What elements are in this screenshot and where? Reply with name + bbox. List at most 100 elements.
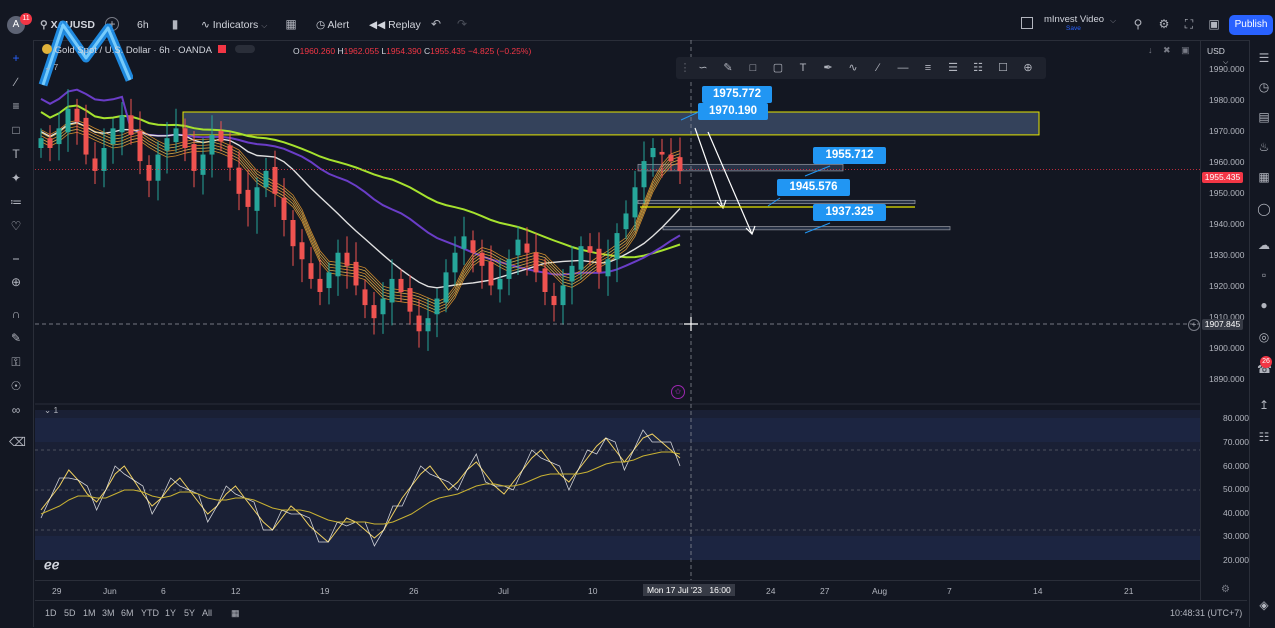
lock-icon[interactable]: ⚿ <box>11 355 21 369</box>
maximize-pane-icon[interactable]: ✖ <box>1163 45 1171 55</box>
left-drawing-toolbar: + ∕ ≡ □ T ✦ ≔ ♡ ⎯ ⊕ ∩ ✎ ⚿ ☉ ∞ ⌫ <box>0 40 34 627</box>
magnet-icon[interactable]: ∩ <box>11 307 21 321</box>
lightbulb-icon[interactable]: ● <box>1260 298 1268 312</box>
rectangle-icon[interactable]: ▢ <box>772 62 784 74</box>
drag-handle-icon[interactable]: ⋮ <box>679 62 691 74</box>
templates-grid-icon[interactable]: ▦ <box>285 17 297 31</box>
oversold-band <box>35 536 1200 560</box>
publish-button[interactable]: Publish <box>1229 15 1273 35</box>
bars-icon[interactable]: ☷ <box>973 62 983 74</box>
candle-body <box>668 154 674 162</box>
hotlist-fire-icon[interactable]: ♨ <box>1258 140 1270 154</box>
lines-icon[interactable]: ☰ <box>948 62 958 74</box>
price-callout-1945[interactable]: 1945.576 <box>777 179 850 196</box>
indicators-icon: ∿ <box>201 19 210 31</box>
range-3m[interactable]: 3M <box>102 608 115 618</box>
pencil-lock-icon[interactable]: ✎ <box>10 331 22 345</box>
osc-pane-count: 1 <box>53 405 59 415</box>
camera-icon[interactable]: ▣ <box>1208 17 1220 31</box>
replay-button[interactable]: ◀◀ Replay <box>369 16 421 34</box>
scale-settings-icon[interactable]: ⚙ <box>1221 584 1230 595</box>
range-1m[interactable]: 1M <box>83 608 96 618</box>
line-style-icon[interactable]: — <box>897 62 909 74</box>
high-label: H <box>337 46 344 56</box>
streams-icon[interactable]: ☁ <box>1258 238 1270 252</box>
quick-search-icon[interactable]: ⚲ <box>1133 17 1143 31</box>
price-callout-1970[interactable]: 1970.190 <box>698 103 768 120</box>
gear-icon[interactable]: ⚙ <box>1158 17 1170 31</box>
high-value: 1962.055 <box>343 46 380 56</box>
settings-lines-icon[interactable]: ≡ <box>924 62 932 74</box>
candle-style-icon[interactable]: ▮ <box>171 17 179 31</box>
ideas-bulb-icon[interactable]: ◯ <box>1257 202 1271 216</box>
price-callout-1955[interactable]: 1955.712 <box>813 147 886 164</box>
lightning-icon[interactable]: ✩ <box>671 385 685 399</box>
range-1y[interactable]: 1Y <box>165 608 177 618</box>
range-5d[interactable]: 5D <box>64 608 76 618</box>
interval-button[interactable]: 6h <box>137 19 149 31</box>
toggle-pill-icon[interactable] <box>234 45 255 53</box>
price-scale[interactable]: USD ⌵ 1990.000 1980.000 1970.000 1960.00… <box>1200 40 1249 600</box>
candle-body <box>434 298 440 315</box>
price-callout-1975[interactable]: 1975.772 <box>702 86 772 103</box>
price-label: 1960.000 <box>1209 157 1245 167</box>
data-window-icon[interactable]: ☷ <box>1258 430 1270 444</box>
path-icon[interactable]: ∿ <box>848 62 858 74</box>
template-icon[interactable]: ∽ <box>698 62 708 74</box>
pattern-icon[interactable]: ✦ <box>10 171 22 185</box>
range-ytd[interactable]: YTD <box>141 608 159 618</box>
redo-icon[interactable]: ↷ <box>456 17 468 31</box>
chat-icon[interactable]: ▫ <box>1261 268 1267 282</box>
timezone-clock[interactable]: 10:48:31 (UTC+7) <box>1170 608 1243 618</box>
more-icon[interactable]: ⊕ <box>1023 62 1033 74</box>
ray-icon[interactable]: ∕ <box>877 62 879 74</box>
fullscreen-icon[interactable]: ⛶ <box>1184 17 1194 31</box>
heart-icon[interactable]: ♡ <box>10 219 22 233</box>
rectangle-shape-icon[interactable]: □ <box>12 123 20 137</box>
line-color-icon[interactable]: ✎ <box>723 62 733 74</box>
range-all[interactable]: All <box>202 608 213 618</box>
eye-icon[interactable]: ☉ <box>10 379 22 393</box>
alert-button[interactable]: ◷ Alert <box>316 16 349 34</box>
undo-icon[interactable]: ↶ <box>430 17 442 31</box>
crosshair-price-tag: 1907.845 <box>1202 319 1243 330</box>
trading-panel-icon[interactable]: ↥ <box>1258 398 1270 412</box>
text-icon[interactable]: T <box>799 62 807 74</box>
restore-pane-icon[interactable]: ▣ <box>1181 45 1190 55</box>
add-alert-plus-icon[interactable]: + <box>1188 319 1200 331</box>
zoom-in-icon[interactable]: ⊕ <box>10 275 22 289</box>
goto-date-calendar-icon[interactable]: ▦ <box>231 608 240 618</box>
trend-line-icon[interactable]: ∕ <box>14 75 17 89</box>
alerts-clock-icon[interactable]: ◷ <box>1258 80 1270 94</box>
indicators-collapse-toggle[interactable]: ⌄ 7 <box>44 62 58 73</box>
layout-square-icon[interactable] <box>1021 17 1033 29</box>
series-legend[interactable]: Gold Spot / U.S. Dollar · 6h · OANDA <box>42 44 255 56</box>
fib-retracement-icon[interactable]: ≡ <box>12 99 20 113</box>
right-sidebar: ☰ ◷ ▤ ♨ ▦ ◯ ☁ ▫ ● ◎ ☎ 26 ↥ ☷ ◈ <box>1249 40 1275 627</box>
price-callout-1937[interactable]: 1937.325 <box>813 204 886 221</box>
text-tool-icon[interactable]: T <box>12 147 20 161</box>
brush-icon[interactable]: ✒ <box>823 62 833 74</box>
range-1d[interactable]: 1D <box>45 608 57 618</box>
layout-name-button[interactable]: mInvest Video Save ⌵ <box>1044 14 1124 32</box>
prediction-icon[interactable]: ≔ <box>10 195 22 209</box>
calendar-icon[interactable]: ▦ <box>1258 170 1270 184</box>
range-5y[interactable]: 5Y <box>184 608 196 618</box>
broadcast-icon[interactable]: ◎ <box>1258 330 1270 344</box>
link-icon[interactable]: ∞ <box>11 403 21 417</box>
trash-icon[interactable]: ⌫ <box>9 435 26 449</box>
crosshair-icon[interactable]: + <box>12 51 20 65</box>
indicators-button[interactable]: ∿ Indicators ⌵ <box>201 16 267 34</box>
news-icon[interactable]: ▤ <box>1258 110 1270 124</box>
time-axis[interactable]: 29 Jun 6 12 19 26 Jul 10 Mon 17 Jul '23 … <box>35 580 1200 601</box>
watchlist-icon[interactable]: ☰ <box>1258 51 1270 65</box>
price-chart[interactable] <box>35 40 1247 600</box>
callout-icon[interactable]: □ <box>749 62 757 74</box>
range-6m[interactable]: 6M <box>121 608 134 618</box>
layers-icon[interactable]: ◈ <box>1259 598 1269 612</box>
osc-pane-toggle[interactable]: ⌄ 1 <box>44 405 58 416</box>
comment-icon[interactable]: ☐ <box>998 62 1008 74</box>
currency-selector[interactable]: USD ⌵ <box>1207 46 1248 67</box>
arrow-down-icon[interactable]: ↓ <box>1148 45 1153 55</box>
ruler-icon[interactable]: ⎯ <box>12 251 19 265</box>
